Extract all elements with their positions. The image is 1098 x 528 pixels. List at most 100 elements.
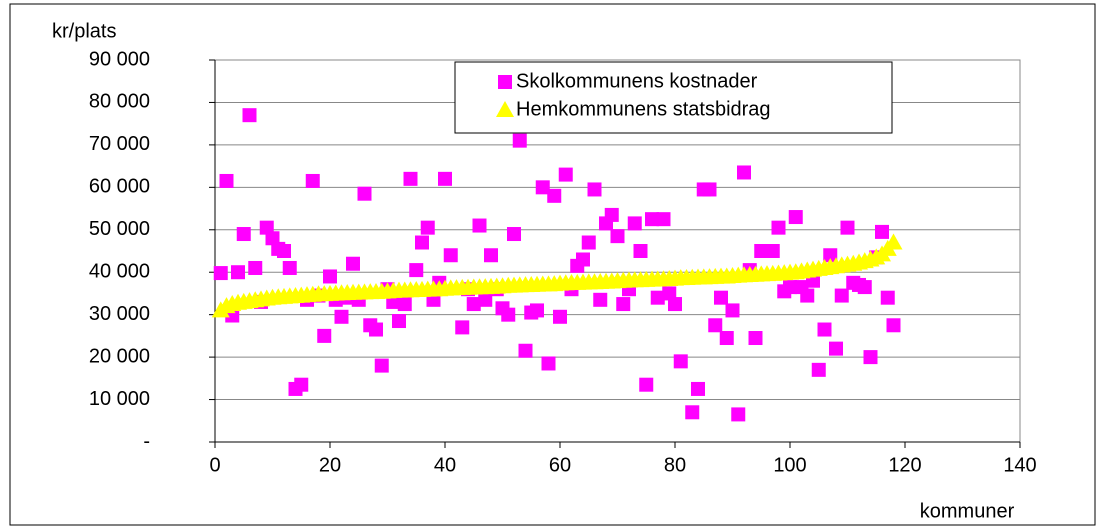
y-tick-label: - xyxy=(143,430,150,452)
data-point xyxy=(403,171,418,186)
data-point xyxy=(472,218,487,233)
data-point xyxy=(277,244,291,258)
x-tick-label: 60 xyxy=(549,454,571,476)
data-point xyxy=(702,182,717,197)
data-point xyxy=(236,227,251,242)
data-point xyxy=(392,314,406,329)
data-point xyxy=(800,288,815,303)
data-point xyxy=(639,377,654,392)
data-point xyxy=(788,210,803,225)
data-point xyxy=(673,354,688,369)
data-point xyxy=(248,260,263,275)
data-point xyxy=(863,350,878,365)
data-point xyxy=(610,229,625,244)
data-point xyxy=(409,263,424,278)
data-point xyxy=(829,341,843,356)
data-point xyxy=(443,248,458,263)
data-point xyxy=(530,303,544,318)
data-point xyxy=(834,288,849,303)
data-point xyxy=(265,231,280,246)
data-point xyxy=(616,297,631,312)
data-point xyxy=(875,224,889,239)
x-tick-label: 20 xyxy=(319,454,341,476)
data-point xyxy=(857,280,872,295)
legend-marker xyxy=(496,101,514,117)
data-point xyxy=(737,165,751,180)
data-point xyxy=(242,108,257,123)
data-point xyxy=(633,244,648,258)
data-point xyxy=(576,252,590,267)
data-point xyxy=(484,248,498,263)
y-tick-label: 70 000 xyxy=(89,133,150,155)
data-point xyxy=(817,322,832,337)
data-point xyxy=(369,322,383,337)
data-point xyxy=(725,303,740,318)
data-point xyxy=(650,290,665,305)
data-point xyxy=(714,290,728,305)
legend-label: Hemkommunens statsbidrag xyxy=(516,98,771,120)
x-tick-label: 100 xyxy=(773,454,806,476)
y-tick-label: 50 000 xyxy=(89,218,150,240)
data-point xyxy=(783,280,797,295)
data-point xyxy=(478,292,493,307)
data-point xyxy=(662,286,677,301)
data-point xyxy=(547,188,562,203)
data-point xyxy=(374,358,389,373)
data-point xyxy=(884,233,903,250)
legend-label: Skolkommunens kostnader xyxy=(516,70,758,92)
data-point xyxy=(627,216,642,231)
data-point xyxy=(558,167,573,182)
data-point xyxy=(466,297,481,312)
data-point xyxy=(323,269,337,284)
legend-marker xyxy=(498,75,512,89)
data-point xyxy=(438,171,452,186)
data-point xyxy=(420,220,435,235)
y-tick-label: 40 000 xyxy=(89,261,150,283)
data-point xyxy=(668,297,682,312)
x-axis-label: kommuner xyxy=(920,500,1015,522)
x-tick-label: 0 xyxy=(209,454,220,476)
data-point xyxy=(259,220,274,235)
data-point xyxy=(535,180,550,195)
data-point xyxy=(604,207,619,222)
data-point xyxy=(357,186,372,201)
y-tick-label: 20 000 xyxy=(89,345,150,367)
data-point xyxy=(455,320,470,335)
data-point xyxy=(231,265,245,280)
data-point xyxy=(593,292,608,307)
data-point xyxy=(708,318,723,333)
y-tick-label: 30 000 xyxy=(89,303,150,325)
data-point xyxy=(645,212,659,227)
data-point xyxy=(656,212,671,227)
data-point xyxy=(765,244,780,258)
data-point xyxy=(685,405,700,420)
data-point xyxy=(731,407,746,422)
data-point xyxy=(553,309,567,324)
data-point xyxy=(811,362,826,377)
data-point xyxy=(346,256,360,271)
x-tick-label: 40 xyxy=(434,454,456,476)
data-point xyxy=(691,381,705,396)
x-tick-label: 120 xyxy=(888,454,921,476)
data-point xyxy=(294,377,309,392)
y-tick-label: 90 000 xyxy=(89,48,150,70)
data-point xyxy=(823,248,838,263)
y-axis-label: kr/plats xyxy=(52,20,116,42)
data-point xyxy=(541,356,556,371)
data-point xyxy=(886,318,901,333)
y-tick-label: 60 000 xyxy=(89,176,150,198)
data-point xyxy=(317,328,332,343)
data-point xyxy=(334,309,349,324)
y-tick-label: 10 000 xyxy=(89,388,150,410)
data-point xyxy=(397,297,412,312)
data-point xyxy=(282,260,297,275)
data-point xyxy=(518,343,533,358)
data-point xyxy=(587,182,602,197)
legend xyxy=(454,61,893,134)
data-point xyxy=(719,331,734,346)
data-point xyxy=(840,220,855,235)
data-point xyxy=(581,235,596,250)
data-point xyxy=(512,133,527,148)
data-point xyxy=(219,173,234,188)
